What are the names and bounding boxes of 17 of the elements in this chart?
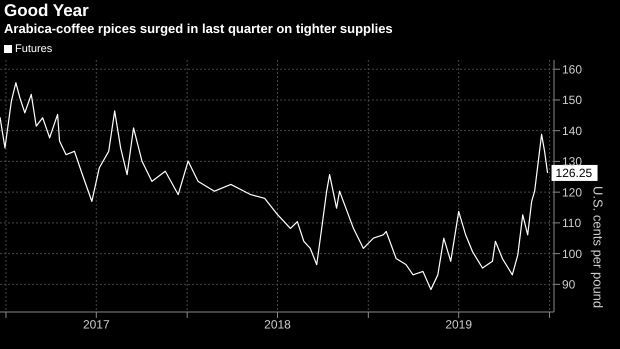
- y-tick-label: 140: [562, 124, 582, 138]
- chart-subtitle: Arabica-coffee rpices surged in last quarter on tighter supplies: [4, 21, 393, 36]
- y-tick-label: 120: [562, 185, 582, 200]
- y-axis-title: U.S. cents per pound: [590, 186, 606, 308]
- y-tick-label: 160: [562, 62, 582, 76]
- line-series: [0, 82, 548, 290]
- y-tick-label: 110: [562, 216, 582, 230]
- y-tick-label: 90: [562, 278, 576, 292]
- x-tick-label: 2018: [264, 318, 292, 332]
- y-tick-label: 130: [562, 154, 582, 169]
- y-tick-label: 100: [562, 246, 582, 261]
- x-tick-label: 2017: [82, 318, 110, 332]
- legend-label: Futures: [14, 43, 52, 55]
- y-tick-label: 150: [562, 93, 582, 108]
- x-tick-label: 2019: [445, 318, 472, 332]
- annotation: 126.25: [556, 166, 593, 180]
- chart-title: Good Year: [4, 1, 89, 21]
